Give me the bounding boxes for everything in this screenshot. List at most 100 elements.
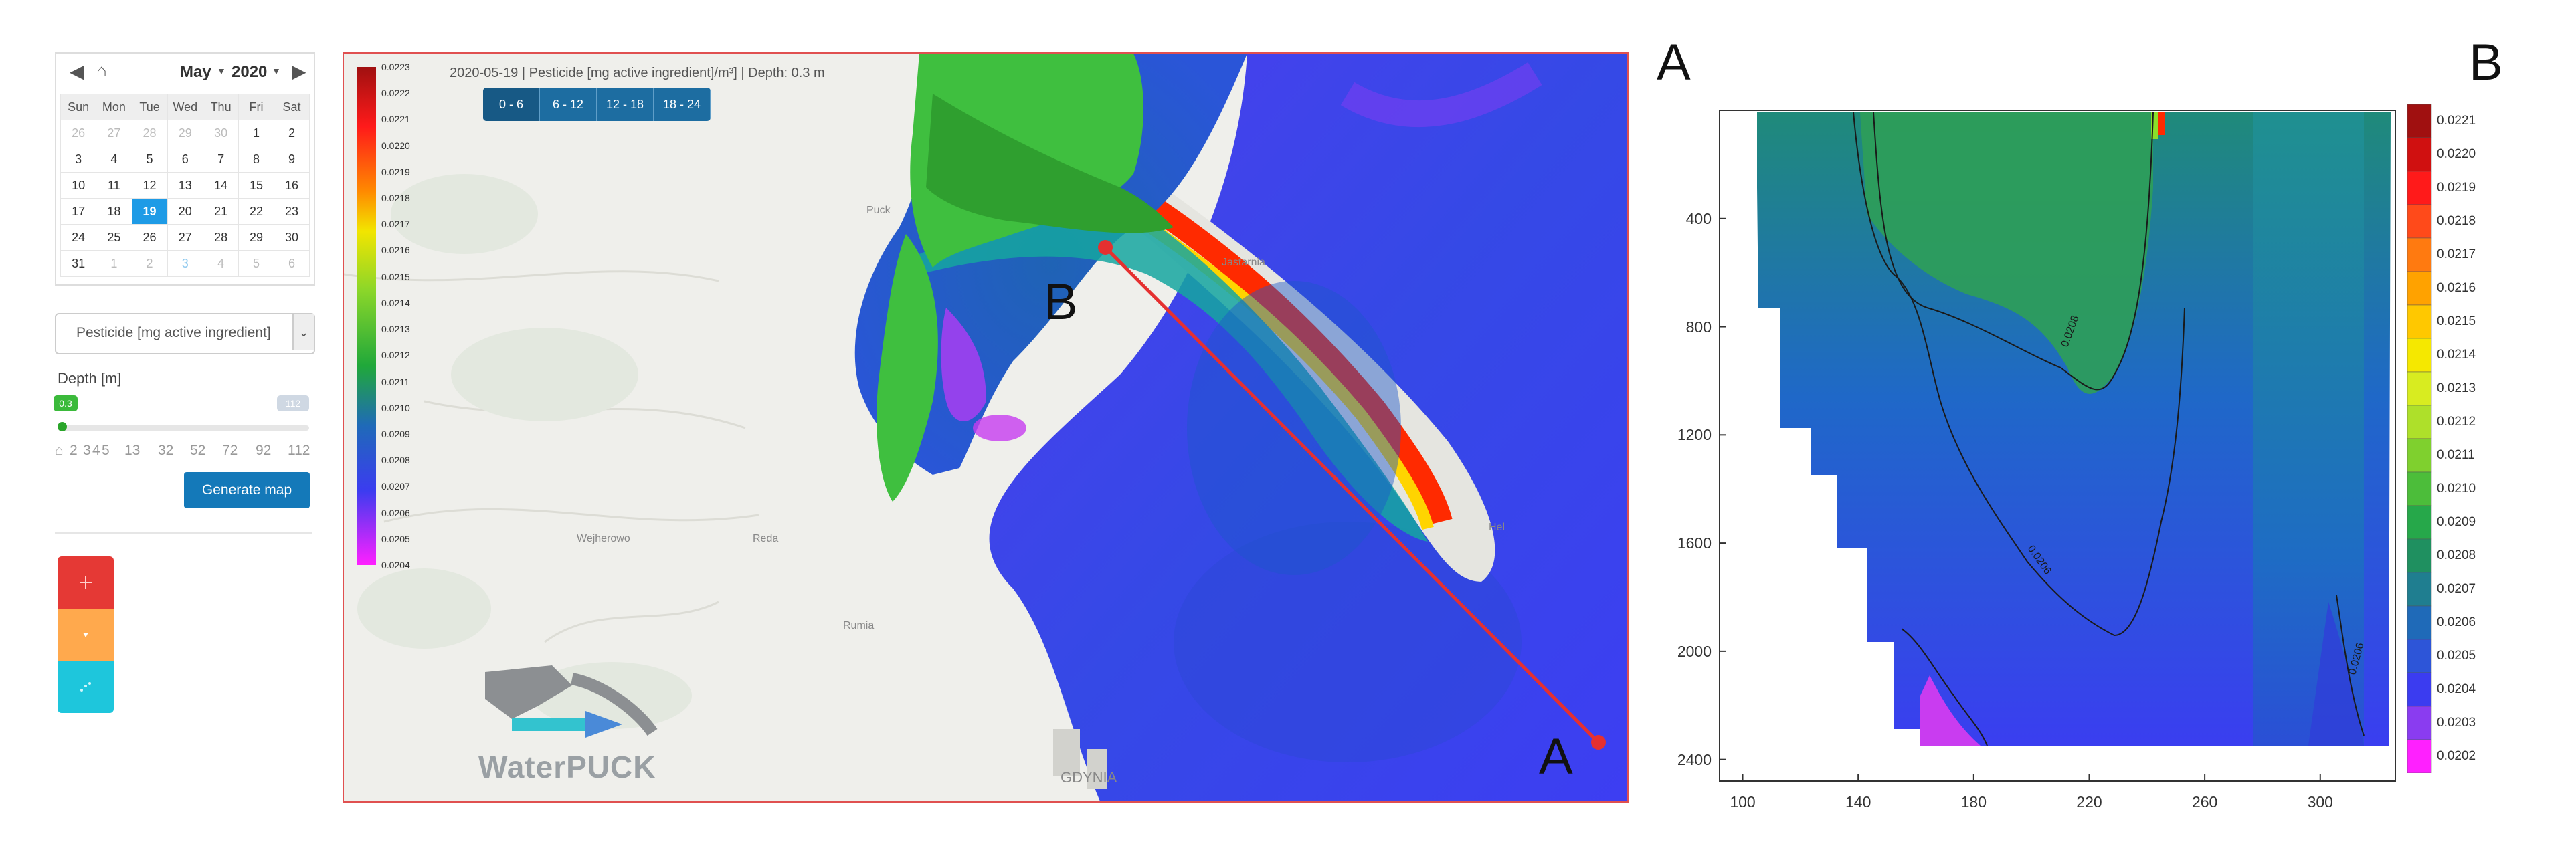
weekday-header: Fri	[238, 94, 274, 120]
transect-start-point[interactable]	[1098, 240, 1113, 255]
calendar-day[interactable]: 14	[202, 172, 240, 199]
y-tick-label: 400	[1685, 209, 1712, 227]
weekday-header: Sun	[60, 94, 97, 120]
depth-max-handle[interactable]: 112	[277, 395, 309, 411]
calendar-day[interactable]: 22	[238, 198, 274, 225]
calendar-day[interactable]: 8	[238, 146, 274, 173]
calendar-day[interactable]: 2	[273, 120, 310, 146]
calendar-day[interactable]: 4	[202, 250, 240, 277]
cross-section-chart: 0.0208 0.0206 0.0206	[1719, 110, 2396, 782]
waterpuck-logo-text: WaterPUCK	[478, 750, 656, 784]
point-tool-button[interactable]	[58, 609, 114, 661]
year-select[interactable]: 2020	[232, 63, 268, 81]
calendar-day[interactable]: 5	[238, 250, 274, 277]
calendar-day[interactable]: 9	[273, 146, 310, 173]
x-tick-label: 260	[2191, 793, 2218, 811]
polyline-icon	[80, 682, 91, 692]
depth-slider-track[interactable]	[58, 425, 309, 431]
calendar-day[interactable]: 15	[238, 172, 274, 199]
calendar-day[interactable]: 17	[60, 198, 97, 225]
map-legend-label: 0.0215	[381, 271, 410, 282]
calendar-day[interactable]: 26	[131, 224, 168, 251]
colorbar-swatch	[2407, 538, 2432, 573]
calendar-day[interactable]: 23	[273, 198, 310, 225]
calendar-day[interactable]: 3	[60, 146, 97, 173]
calendar-day[interactable]: 4	[96, 146, 132, 173]
colorbar-swatch	[2407, 271, 2432, 306]
month-chevron-down-icon[interactable]: ▼	[217, 66, 226, 76]
move-icon	[80, 576, 92, 589]
colorbar-swatch	[2407, 471, 2432, 506]
y-tick-label: 2000	[1677, 642, 1712, 660]
sidebar-divider	[55, 532, 312, 534]
calendar-day[interactable]: 27	[167, 224, 204, 251]
generate-map-button[interactable]: Generate map	[184, 472, 310, 508]
map-legend-label: 0.0210	[381, 402, 410, 413]
calendar-day[interactable]: 25	[96, 224, 132, 251]
colorbar-label: 0.0214	[2437, 348, 2476, 362]
transect-line[interactable]	[1104, 246, 1600, 744]
calendar-day[interactable]: 20	[167, 198, 204, 225]
calendar-day[interactable]: 1	[238, 120, 274, 146]
cross-section-colorbar: 0.0221 0.0220 0.0219 0.0218 0.0217 0.0216 0.02…	[2405, 104, 2512, 773]
colorbar-swatch	[2407, 137, 2432, 172]
calendar-day[interactable]: 26	[60, 120, 97, 146]
map-legend-label: 0.0217	[381, 219, 410, 230]
calendar-day[interactable]: 28	[202, 224, 240, 251]
colorbar-label: 0.0215	[2437, 314, 2476, 328]
depth-range-tab[interactable]: 0 - 6	[483, 88, 540, 121]
calendar-day[interactable]: 19	[131, 198, 168, 225]
prev-month-icon[interactable]: ◀	[70, 61, 84, 82]
map-legend-label: 0.0220	[381, 140, 410, 151]
calendar-day[interactable]: 11	[96, 172, 132, 199]
calendar-day[interactable]: 31	[60, 250, 97, 277]
calendar-day[interactable]: 24	[60, 224, 97, 251]
calendar-day[interactable]: 21	[202, 198, 240, 225]
calendar-day[interactable]: 18	[96, 198, 132, 225]
month-select[interactable]: May	[180, 63, 211, 81]
depth-tick-label: 112	[288, 443, 310, 458]
calendar-day[interactable]: 27	[96, 120, 132, 146]
calendar-day[interactable]: 29	[238, 224, 274, 251]
parameter-select[interactable]: Pesticide [mg active ingredient] ⌄	[55, 313, 315, 354]
chevron-down-icon[interactable]: ⌄	[292, 314, 314, 350]
home-icon[interactable]: ⌂	[96, 60, 107, 80]
depth-tick-label: 2	[70, 443, 78, 458]
next-month-icon[interactable]: ▶	[292, 61, 306, 82]
calendar-day[interactable]: 28	[131, 120, 168, 146]
colorbar-label: 0.0207	[2437, 582, 2476, 596]
calendar-day[interactable]: 6	[167, 146, 204, 173]
calendar-day[interactable]: 6	[273, 250, 310, 277]
calendar-day[interactable]: 5	[131, 146, 168, 173]
move-tool-button[interactable]	[58, 556, 114, 609]
calendar-day[interactable]: 3	[167, 250, 204, 277]
depth-min-handle[interactable]: 0.3	[54, 395, 78, 411]
calendar-day[interactable]: 30	[273, 224, 310, 251]
x-tick-label: 100	[1730, 793, 1756, 811]
depth-slider-thumb[interactable]	[58, 422, 67, 431]
depth-range-tab[interactable]: 18 - 24	[654, 88, 711, 121]
calendar-day[interactable]: 29	[167, 120, 204, 146]
calendar-day[interactable]: 10	[60, 172, 97, 199]
year-chevron-down-icon[interactable]: ▼	[272, 66, 281, 76]
colorbar-swatch	[2407, 672, 2432, 707]
depth-range-tab[interactable]: 6 - 12	[540, 88, 597, 121]
map-legend-label: 0.0211	[381, 376, 409, 387]
calendar-day[interactable]: 30	[202, 120, 240, 146]
depth-range-tab[interactable]: 12 - 18	[597, 88, 654, 121]
marker-icon	[83, 633, 88, 637]
place-label-reda: Reda	[753, 533, 779, 544]
depth-tick-label: 52	[190, 443, 206, 458]
calendar-day[interactable]: 1	[96, 250, 132, 277]
calendar-day[interactable]: 16	[273, 172, 310, 199]
calendar-day[interactable]: 7	[202, 146, 240, 173]
calendar-day[interactable]: 12	[131, 172, 168, 199]
transect-end-point[interactable]	[1591, 735, 1606, 750]
calendar-day[interactable]: 13	[167, 172, 204, 199]
line-tool-button[interactable]	[58, 661, 114, 713]
calendar-day[interactable]: 2	[131, 250, 168, 277]
colorbar-swatch	[2407, 739, 2432, 773]
colorbar-label: 0.0218	[2437, 214, 2476, 228]
map-legend-label: 0.0212	[381, 350, 410, 361]
map-legend-label: 0.0222	[381, 88, 410, 99]
